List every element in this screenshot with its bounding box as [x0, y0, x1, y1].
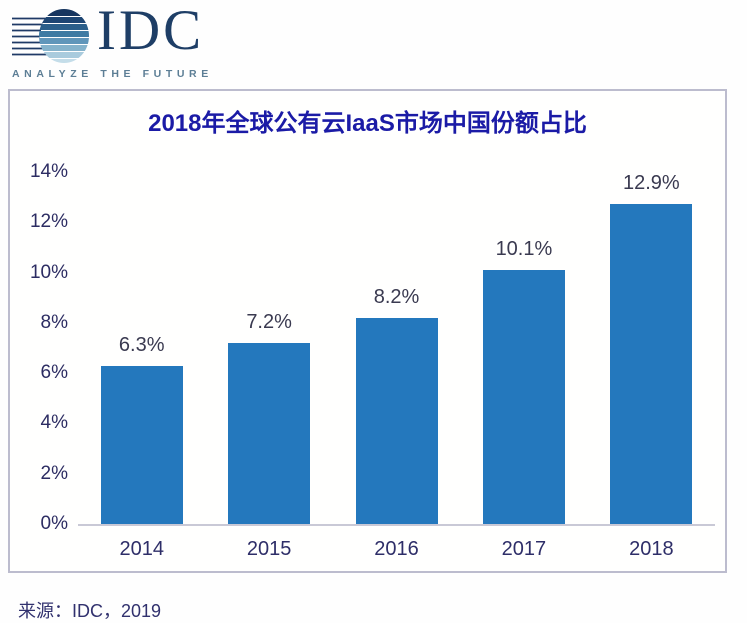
x-tick-label: 2018 — [629, 538, 674, 560]
bar-value-label: 8.2% — [373, 285, 420, 308]
bar-value-label: 6.3% — [118, 333, 165, 356]
x-tick-label: 2014 — [119, 538, 164, 560]
y-axis: 0% 2% 4% 6% 8% 10% 12% 14% — [10, 161, 78, 534]
x-tick-label: 2015 — [246, 538, 292, 560]
idc-logo: IDC ANALYZE THE FUTURE — [0, 0, 432, 80]
x-tick-label: 2017 — [501, 538, 547, 560]
bar-group: 6.3% 2014 — [78, 172, 205, 560]
brand-wordmark: IDC — [97, 0, 205, 62]
bar-group: 12.9% 2018 — [588, 172, 715, 560]
bar-group: 10.1% 2017 — [460, 172, 587, 560]
bar — [355, 317, 438, 524]
chart-panel: 2018年全球公有云IaaS市场中国份额占比 0% 2% 4% 6% 8% 10% 12% 1… — [8, 89, 727, 573]
bar-group: 8.2% 2016 — [333, 172, 460, 560]
bar-value-label: 12.9% — [622, 172, 680, 194]
x-tick-label: 2016 — [374, 538, 419, 560]
idc-globe-icon — [12, 9, 89, 63]
y-tick-label: 14% — [29, 161, 68, 182]
y-tick-label: 12% — [29, 211, 68, 233]
plot-area: 6.3% 2014 7.2% 2015 8.2% 2016 10.1% 2017 12.9% 20… — [78, 172, 715, 560]
bar — [228, 342, 311, 524]
y-tick-label: 10% — [29, 261, 68, 283]
y-tick-label: 6% — [40, 362, 68, 384]
y-tick-label: 2% — [40, 462, 68, 484]
bar — [610, 204, 693, 524]
bar — [482, 270, 565, 524]
bar — [100, 365, 183, 524]
y-tick-label: 8% — [40, 311, 68, 333]
bar-value-label: 10.1% — [495, 238, 553, 261]
bar-group: 7.2% 2015 — [205, 172, 332, 560]
source-note: 来源：IDC，2019 — [18, 601, 162, 621]
chart-area: 0% 2% 4% 6% 8% 10% 12% 14% 6.3% 2014 7.2% 2015 8.2%… — [10, 161, 725, 560]
y-tick-label: 4% — [40, 412, 68, 434]
y-tick-label: 0% — [40, 513, 68, 534]
chart-title: 2018年全球公有云IaaS市场中国份额占比 — [148, 110, 587, 137]
bar-value-label: 7.2% — [246, 310, 292, 333]
brand-tagline: ANALYZE THE FUTURE — [12, 68, 213, 80]
